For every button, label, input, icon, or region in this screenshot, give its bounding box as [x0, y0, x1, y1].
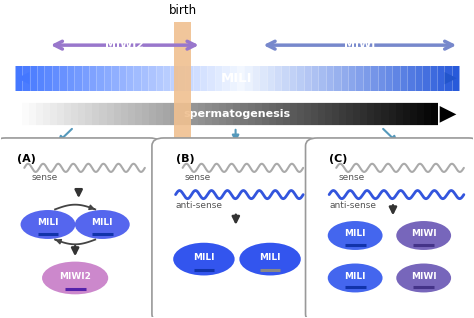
- Text: MILI: MILI: [345, 229, 366, 238]
- FancyBboxPatch shape: [152, 138, 319, 318]
- Ellipse shape: [20, 210, 75, 239]
- Text: MIWI: MIWI: [411, 272, 437, 281]
- FancyBboxPatch shape: [306, 138, 474, 318]
- Text: MILI: MILI: [37, 218, 59, 227]
- Text: MIWI2: MIWI2: [105, 40, 144, 50]
- Text: MIWI: MIWI: [411, 229, 437, 238]
- Text: spermatogenesis: spermatogenesis: [183, 109, 291, 119]
- Text: (C): (C): [329, 154, 347, 164]
- Text: MILI: MILI: [193, 253, 215, 262]
- Text: MILI: MILI: [221, 72, 253, 85]
- Ellipse shape: [75, 210, 130, 239]
- FancyBboxPatch shape: [174, 22, 191, 143]
- Ellipse shape: [328, 264, 383, 293]
- Ellipse shape: [239, 243, 301, 275]
- Text: sense: sense: [185, 173, 211, 182]
- Text: anti-sense: anti-sense: [329, 201, 376, 210]
- Ellipse shape: [328, 221, 383, 250]
- Text: sense: sense: [31, 173, 58, 182]
- Text: anti-sense: anti-sense: [175, 201, 223, 210]
- Text: MIWI2: MIWI2: [59, 272, 91, 281]
- Text: MILI: MILI: [259, 253, 281, 262]
- Text: MILI: MILI: [91, 218, 113, 227]
- Text: birth: birth: [169, 4, 197, 17]
- Text: MIWI: MIWI: [344, 40, 375, 50]
- FancyBboxPatch shape: [0, 138, 161, 318]
- Ellipse shape: [396, 221, 451, 250]
- Text: (B): (B): [175, 154, 194, 164]
- Text: sense: sense: [338, 173, 365, 182]
- Text: MILI: MILI: [345, 272, 366, 281]
- Ellipse shape: [396, 264, 451, 293]
- Ellipse shape: [42, 262, 108, 294]
- Text: (A): (A): [17, 154, 36, 164]
- Ellipse shape: [173, 243, 235, 275]
